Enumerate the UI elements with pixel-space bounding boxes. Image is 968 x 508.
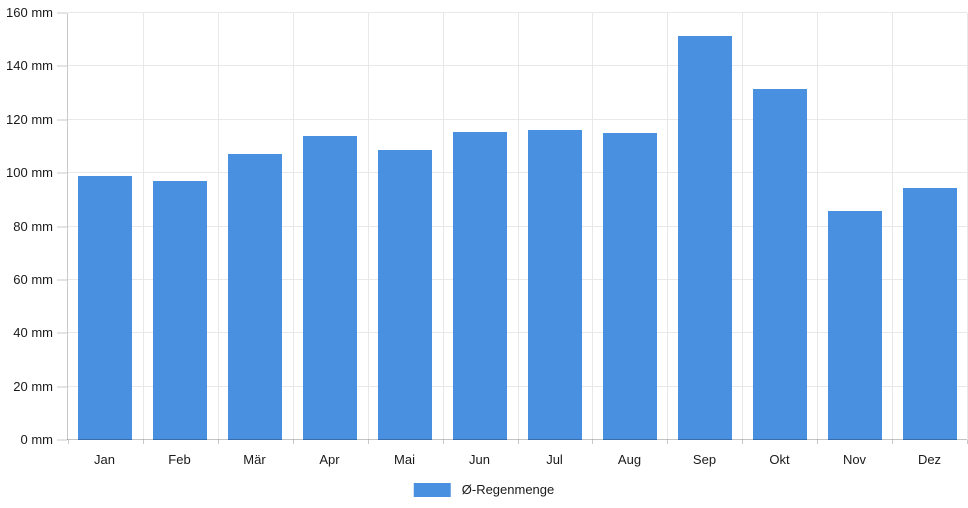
gridline-v — [667, 13, 669, 440]
x-axis-label: Nov — [842, 452, 867, 467]
bar-aug[interactable] — [602, 133, 657, 440]
bar-cell — [742, 13, 817, 440]
gridline-v — [142, 13, 144, 440]
x-axis-tick — [517, 440, 519, 444]
bar-cell — [68, 13, 143, 440]
bar-cell — [817, 13, 892, 440]
legend-swatch-icon — [413, 483, 451, 497]
x-axis-label: Jul — [546, 452, 563, 467]
bar-cell — [143, 13, 218, 440]
bar-apr[interactable] — [303, 135, 358, 440]
y-axis-label: 20 mm — [13, 378, 53, 394]
x-axis-labels: Jan Feb Mär Apr Mai Jun Jul Aug Sep Okt Nov Dez — [67, 448, 967, 472]
bars-container — [68, 13, 967, 440]
plot-area — [67, 12, 968, 444]
gridline-h — [68, 12, 967, 13]
gridline-v — [292, 13, 294, 440]
x-axis-tick — [68, 440, 69, 444]
bar-cell — [667, 13, 742, 440]
y-axis-tick — [57, 332, 67, 334]
x-axis-line — [67, 439, 967, 440]
x-axis-label: Apr — [319, 452, 340, 467]
x-axis-label: Okt — [769, 452, 790, 467]
bar-cell — [218, 13, 293, 440]
y-axis-label: 160 mm — [6, 5, 53, 20]
y-axis-tick — [57, 65, 67, 67]
bar-jun[interactable] — [453, 131, 508, 440]
bar-dez[interactable] — [902, 187, 957, 440]
y-axis-label: 60 mm — [13, 271, 53, 287]
x-axis-label: Jun — [469, 452, 490, 467]
x-axis-tick — [892, 440, 894, 444]
x-axis-label: Jan — [94, 452, 115, 467]
x-axis-tick — [592, 440, 594, 444]
y-axis-label: 40 mm — [13, 325, 53, 341]
bar-nov[interactable] — [827, 210, 882, 440]
y-axis-tick — [57, 172, 67, 174]
y-axis-tick — [57, 226, 67, 227]
gridline-v — [442, 13, 444, 440]
gridline-v — [592, 13, 594, 440]
x-axis-label: Aug — [617, 452, 642, 467]
bar-feb[interactable] — [153, 181, 208, 440]
y-axis-label: 100 mm — [6, 165, 53, 181]
gridline-v — [817, 13, 819, 440]
x-axis-tick — [142, 440, 144, 444]
y-axis-tick — [57, 279, 67, 281]
bar-okt[interactable] — [752, 89, 807, 440]
legend[interactable]: Ø-Regenmenge — [413, 480, 555, 500]
gridline-v — [517, 13, 519, 440]
y-axis: 0 mm 20 mm 40 mm 60 mm 80 mm 100 mm 120 mm 140 … — [0, 5, 67, 447]
x-axis-label: Dez — [917, 452, 942, 467]
x-axis-tick — [367, 440, 369, 444]
x-axis-label: Mär — [243, 452, 266, 467]
y-axis-label: 140 mm — [6, 58, 53, 74]
x-axis-label: Sep — [692, 452, 717, 467]
y-axis-tick — [57, 12, 67, 14]
x-axis-tick — [217, 440, 219, 444]
bar-cell — [443, 13, 518, 440]
x-axis-tick — [292, 440, 294, 444]
bar-mai[interactable] — [378, 150, 433, 440]
bar-cell — [518, 13, 593, 440]
gridline-v — [217, 13, 219, 440]
legend-label: Ø-Regenmenge — [461, 482, 555, 497]
bar-cell — [293, 13, 368, 440]
y-axis-tick — [57, 386, 67, 388]
bar-cell — [892, 13, 967, 440]
x-axis-label: Mai — [394, 452, 415, 467]
bar-cell — [592, 13, 667, 440]
x-axis-label: Feb — [168, 452, 191, 467]
bar-jul[interactable] — [528, 130, 582, 440]
y-axis-label: 80 mm — [13, 218, 53, 234]
x-axis-tick — [442, 440, 444, 444]
gridline-v — [367, 13, 369, 440]
bar-sep[interactable] — [677, 35, 732, 440]
y-axis-label: 0 mm — [20, 432, 54, 447]
x-axis-tick — [742, 440, 744, 444]
gridline-v — [742, 13, 744, 440]
y-axis-tick — [57, 119, 67, 121]
bar-mär[interactable] — [228, 154, 283, 440]
gridline-v — [892, 13, 894, 440]
x-axis-tick — [817, 440, 819, 444]
y-axis-tick — [57, 439, 67, 441]
bar-jan[interactable] — [78, 175, 133, 440]
bar-cell — [368, 13, 443, 440]
y-axis-label: 120 mm — [6, 111, 53, 127]
x-axis-tick — [667, 440, 669, 444]
